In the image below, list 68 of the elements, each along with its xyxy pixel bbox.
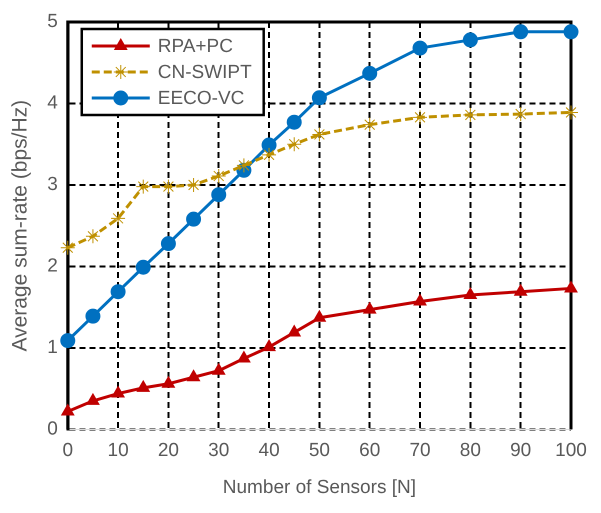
- point: [262, 340, 276, 352]
- point: [464, 287, 477, 299]
- x-tick-label: 80: [460, 440, 481, 462]
- point: [412, 40, 428, 56]
- x-tick-label: 10: [108, 440, 129, 462]
- legend-label: RPA+PC: [158, 36, 233, 58]
- point: [564, 24, 578, 40]
- legend-label: EECO-VC: [158, 88, 244, 110]
- point: [413, 294, 427, 306]
- point: [136, 179, 151, 194]
- y-tick-label: 0: [47, 418, 58, 440]
- point: [262, 138, 277, 153]
- x-tick-label: 90: [510, 440, 532, 462]
- point: [237, 351, 250, 363]
- point: [160, 179, 176, 194]
- x-tick-label: 60: [359, 440, 380, 462]
- point: [514, 284, 528, 296]
- point: [462, 32, 478, 48]
- point: [186, 212, 202, 227]
- point: [60, 333, 76, 348]
- point: [236, 158, 252, 173]
- point: [564, 280, 578, 292]
- point: [211, 168, 226, 184]
- legend-label: CN-SWIPT: [158, 62, 252, 84]
- point: [160, 236, 176, 252]
- y-tick-label: 2: [47, 256, 58, 277]
- point: [61, 404, 74, 416]
- point: [513, 24, 528, 40]
- point: [85, 228, 100, 244]
- point: [362, 117, 378, 132]
- x-tick-label: 40: [258, 440, 280, 462]
- x-tick-label: 30: [208, 440, 230, 462]
- point: [136, 260, 151, 275]
- y-tick-label: 3: [47, 174, 58, 196]
- y-tick-label: 1: [47, 337, 58, 358]
- point: [212, 363, 226, 375]
- point: [60, 240, 76, 256]
- point: [186, 177, 202, 192]
- point: [262, 147, 277, 162]
- point: [286, 114, 302, 130]
- point: [288, 324, 301, 336]
- x-tick-label: 50: [308, 440, 330, 462]
- y-tick-label: 4: [47, 92, 58, 114]
- point: [211, 187, 226, 202]
- y-tick-label: 5: [47, 11, 58, 32]
- point: [362, 66, 378, 81]
- y-axis-title: Average sum-rate (bps/Hz): [8, 100, 32, 352]
- x-tick-label: 100: [555, 440, 587, 462]
- point: [363, 302, 376, 314]
- point: [86, 393, 100, 405]
- point: [312, 310, 326, 322]
- point: [412, 110, 428, 125]
- point: [85, 308, 100, 324]
- point: [312, 90, 327, 106]
- point: [110, 210, 126, 226]
- point: [112, 386, 125, 398]
- point: [462, 107, 478, 122]
- point: [564, 104, 578, 120]
- point: [136, 380, 150, 392]
- x-tick-label: 20: [158, 440, 179, 462]
- point: [312, 126, 327, 142]
- x-axis-title: Number of Sensors [N]: [222, 476, 416, 498]
- x-tick-label: 70: [409, 440, 431, 462]
- point: [187, 370, 200, 382]
- point: [110, 284, 126, 300]
- point: [286, 136, 302, 152]
- x-tick-label: 0: [62, 440, 74, 462]
- point: [162, 376, 175, 388]
